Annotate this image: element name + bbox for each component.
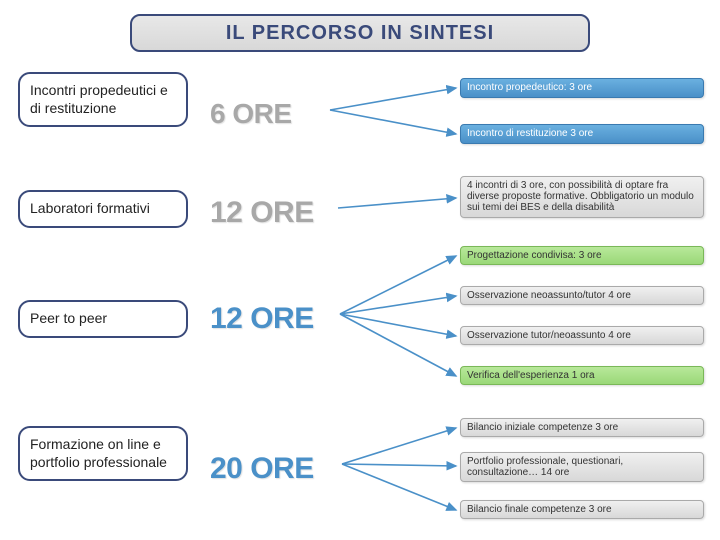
detail-box: Osservazione tutor/neoassunto 4 ore: [460, 326, 704, 345]
hours-label: 12 ORE: [210, 302, 314, 336]
hours-label: 6 ORE: [210, 98, 292, 130]
detail-box: Bilancio iniziale competenze 3 ore: [460, 418, 704, 437]
detail-box: Incontro di restituzione 3 ore: [460, 124, 704, 144]
detail-box: Bilancio finale competenze 3 ore: [460, 500, 704, 519]
hours-label: 12 ORE: [210, 196, 314, 230]
detail-box: Osservazione neoassunto/tutor 4 ore: [460, 286, 704, 305]
page-title: IL PERCORSO IN SINTESI: [226, 22, 494, 45]
detail-box: Incontro propedeutico: 3 ore: [460, 78, 704, 98]
hours-label: 20 ORE: [210, 452, 314, 486]
section-box: Laboratori formativi: [18, 190, 188, 228]
detail-box: Verifica dell'esperienza 1 ora: [460, 366, 704, 385]
section-box: Incontri propedeutici e di restituzione: [18, 72, 188, 127]
detail-box: Portfolio professionale, questionari, co…: [460, 452, 704, 482]
detail-box: 4 incontri di 3 ore, con possibilità di …: [460, 176, 704, 218]
section-box: Formazione on line e portfolio professio…: [18, 426, 188, 481]
title-box: IL PERCORSO IN SINTESI: [130, 14, 590, 52]
detail-box: Progettazione condivisa: 3 ore: [460, 246, 704, 265]
section-box: Peer to peer: [18, 300, 188, 338]
